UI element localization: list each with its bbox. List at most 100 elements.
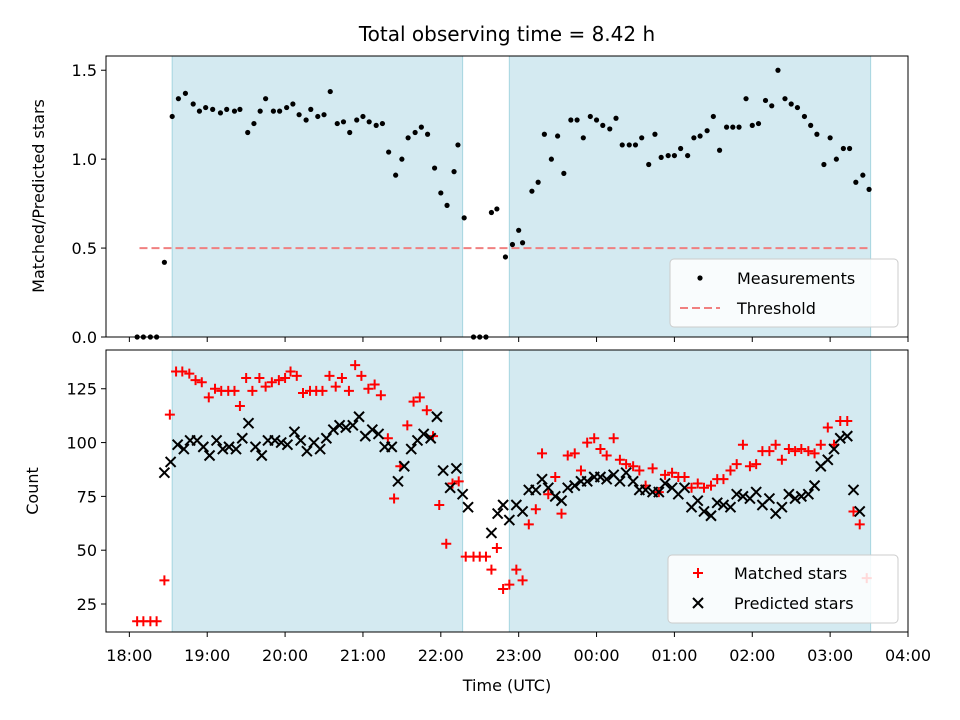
matched-star-point — [764, 446, 775, 457]
matched-star-point — [260, 381, 271, 392]
legend-predicted-label: Predicted stars — [734, 594, 854, 613]
measurement-point — [716, 147, 723, 153]
measurement-point — [710, 113, 716, 120]
matched-star-point — [575, 465, 586, 476]
matched-star-point — [504, 579, 515, 590]
measurement-point — [373, 122, 379, 128]
bottom-axes-frame — [105, 349, 909, 633]
measurement-point — [730, 124, 736, 130]
measurement-point — [190, 101, 196, 107]
measurement-point — [334, 120, 340, 127]
matched-star-point — [408, 396, 419, 407]
predicted-star-point — [737, 490, 749, 503]
matched-star-point — [848, 506, 859, 517]
matched-star-point — [330, 381, 341, 392]
measurement-point — [182, 90, 189, 96]
matched-star-point — [480, 551, 491, 562]
predicted-star-point — [763, 492, 776, 505]
predicted-star-point — [516, 505, 529, 518]
predicted-star-point — [600, 473, 613, 485]
y-tick-label: 125 — [66, 380, 97, 399]
measurement-point — [303, 117, 309, 123]
measurement-point — [509, 241, 516, 248]
measurement-point — [613, 115, 619, 121]
measurement-point — [619, 142, 625, 148]
predicted-star-point — [223, 441, 235, 453]
predicted-star-point — [333, 419, 346, 432]
matched-star-point — [751, 459, 762, 470]
matched-star-point — [679, 472, 690, 483]
predicted-star-point — [294, 434, 307, 447]
measurement-point — [833, 156, 839, 162]
measurement-point — [704, 128, 710, 134]
predicted-star-point — [405, 443, 417, 455]
predicted-star-point — [217, 443, 229, 455]
matched-star-point — [234, 400, 245, 411]
measurement-point — [847, 145, 853, 152]
y-tick-label: 75 — [77, 487, 97, 506]
measurement-point — [231, 108, 238, 114]
x-tick-label: 22:00 — [418, 646, 464, 665]
predicted-star-point — [320, 432, 333, 444]
predicted-star-point — [197, 441, 210, 453]
matched-star-point — [692, 478, 703, 489]
measurement-point — [418, 124, 424, 130]
predicted-star-point — [340, 421, 352, 434]
measurement-point — [561, 170, 567, 176]
matched-star-point — [556, 508, 567, 519]
measurement-point — [691, 135, 697, 141]
measurement-point — [424, 131, 431, 137]
x-tick-label: 21:00 — [340, 646, 386, 665]
matched-star-point — [628, 461, 639, 472]
x-tick-label: 00:00 — [573, 646, 619, 665]
legend-threshold-label: Threshold — [736, 299, 816, 318]
measurement-point — [821, 161, 827, 168]
matched-star-point — [159, 575, 170, 586]
matched-star-point — [543, 489, 554, 500]
predicted-star-point — [230, 443, 242, 455]
measurement-point — [743, 96, 749, 102]
x-axis-label: Time (UTC) — [462, 676, 551, 695]
matched-star-point — [582, 437, 593, 448]
predicted-star-point — [327, 423, 340, 436]
matched-star-point — [589, 433, 600, 444]
measurement-point — [782, 96, 788, 102]
measurement-point — [315, 113, 321, 120]
measurement-point — [284, 104, 290, 111]
matched-star-point — [434, 499, 445, 510]
matched-star-point — [621, 459, 632, 470]
measurement-point — [360, 113, 366, 120]
top-panel: 0.0 0.5 1.0 1.5 Matched/Predicted stars Mea… — [29, 55, 909, 347]
measurement-point — [321, 112, 327, 118]
measurement-point — [808, 122, 814, 128]
predicted-star-point — [678, 482, 691, 494]
predicted-star-point — [711, 497, 723, 509]
predicted-star-point — [417, 428, 430, 440]
x-tick-label: 01:00 — [651, 646, 697, 665]
predicted-star-point — [536, 473, 548, 485]
bottom-panel: 25 50 75 100 125 18:00 19:00 20:00 21:00 22:00 23… — [23, 349, 931, 695]
predicted-star-point — [730, 488, 743, 500]
measurement-point — [593, 117, 600, 123]
measurement-point — [775, 67, 781, 73]
measurement-point — [308, 106, 314, 112]
matched-star-point — [498, 583, 509, 594]
legend-predicted-marker — [692, 597, 704, 609]
measurement-point — [461, 215, 467, 221]
measurement-point — [444, 202, 450, 208]
measurement-point — [548, 156, 554, 162]
matched-star-point — [842, 416, 853, 427]
predicted-star-point — [542, 482, 554, 494]
predicted-star-point — [437, 464, 449, 477]
predicted-star-point — [450, 462, 463, 475]
measurement-point — [685, 152, 691, 159]
predicted-star-point — [301, 445, 313, 457]
bottom-y-axis-label: Count — [23, 467, 42, 515]
predicted-star-point — [444, 482, 456, 494]
top-legend: Measurements Threshold — [669, 258, 899, 328]
measurement-point — [587, 113, 593, 120]
y-tick-label: 1.0 — [72, 150, 97, 169]
measurement-point — [210, 106, 216, 112]
matched-star-point — [297, 388, 308, 399]
